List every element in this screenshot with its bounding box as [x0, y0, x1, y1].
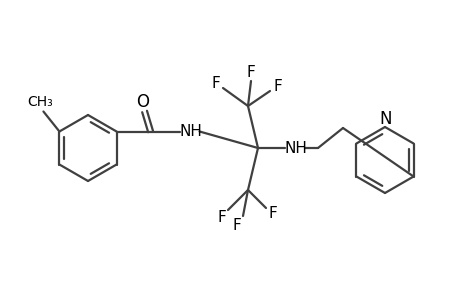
Text: NH: NH	[179, 124, 202, 139]
Text: CH₃: CH₃	[28, 94, 53, 109]
Text: F: F	[217, 209, 226, 224]
Text: N: N	[379, 110, 392, 128]
Text: F: F	[246, 64, 255, 80]
Text: F: F	[273, 79, 282, 94]
Text: F: F	[211, 76, 220, 91]
Text: F: F	[232, 218, 241, 232]
Text: NH: NH	[284, 140, 307, 155]
Text: O: O	[136, 92, 149, 110]
Text: F: F	[268, 206, 277, 221]
